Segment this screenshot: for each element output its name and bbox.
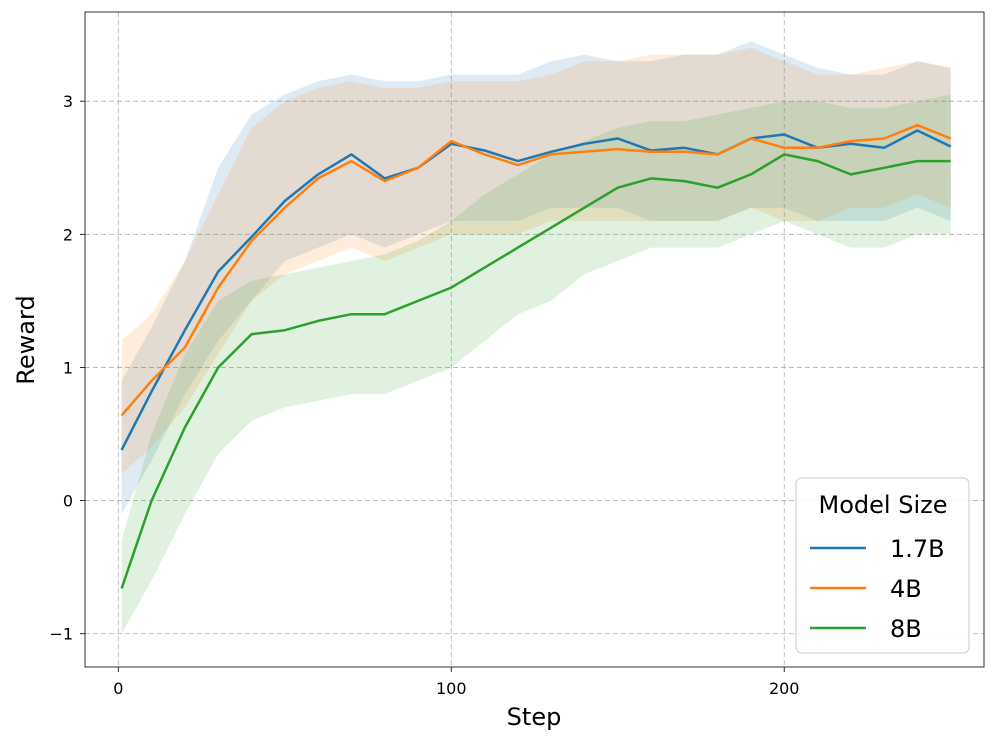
x-tick-label: 200 [769,679,800,698]
band-8B [121,94,951,634]
legend-label-8B: 8B [890,615,922,643]
y-tick-label: 1 [63,358,73,377]
x-tick-label: 100 [436,679,467,698]
band-4B [121,47,951,475]
line-4B [120,123,952,417]
line-8B [120,153,951,589]
band-1.7B [121,41,951,514]
y-tick-label: −1 [49,625,73,644]
y-axis-ticks: −1 0 1 2 3 [49,92,85,644]
x-axis-ticks: 0 100 200 [113,667,799,698]
line-1.7B [120,129,952,451]
legend-frame [795,477,970,654]
grid-lines [85,12,984,667]
y-tick-label: 3 [63,92,73,111]
y-tick-label: 0 [63,492,73,511]
legend: Model Size 1.7B 4B 8B [795,477,970,654]
confidence-bands [121,41,951,634]
plot-frame [84,11,985,668]
x-tick-label: 0 [113,679,123,698]
legend-title: Model Size [819,491,948,519]
series-lines [120,123,952,589]
x-axis-label: Step [507,703,562,731]
legend-label-1.7B: 1.7B [890,535,945,563]
y-tick-label: 2 [63,225,73,244]
legend-label-4B: 4B [890,575,922,603]
y-axis-label: Reward [12,295,40,384]
